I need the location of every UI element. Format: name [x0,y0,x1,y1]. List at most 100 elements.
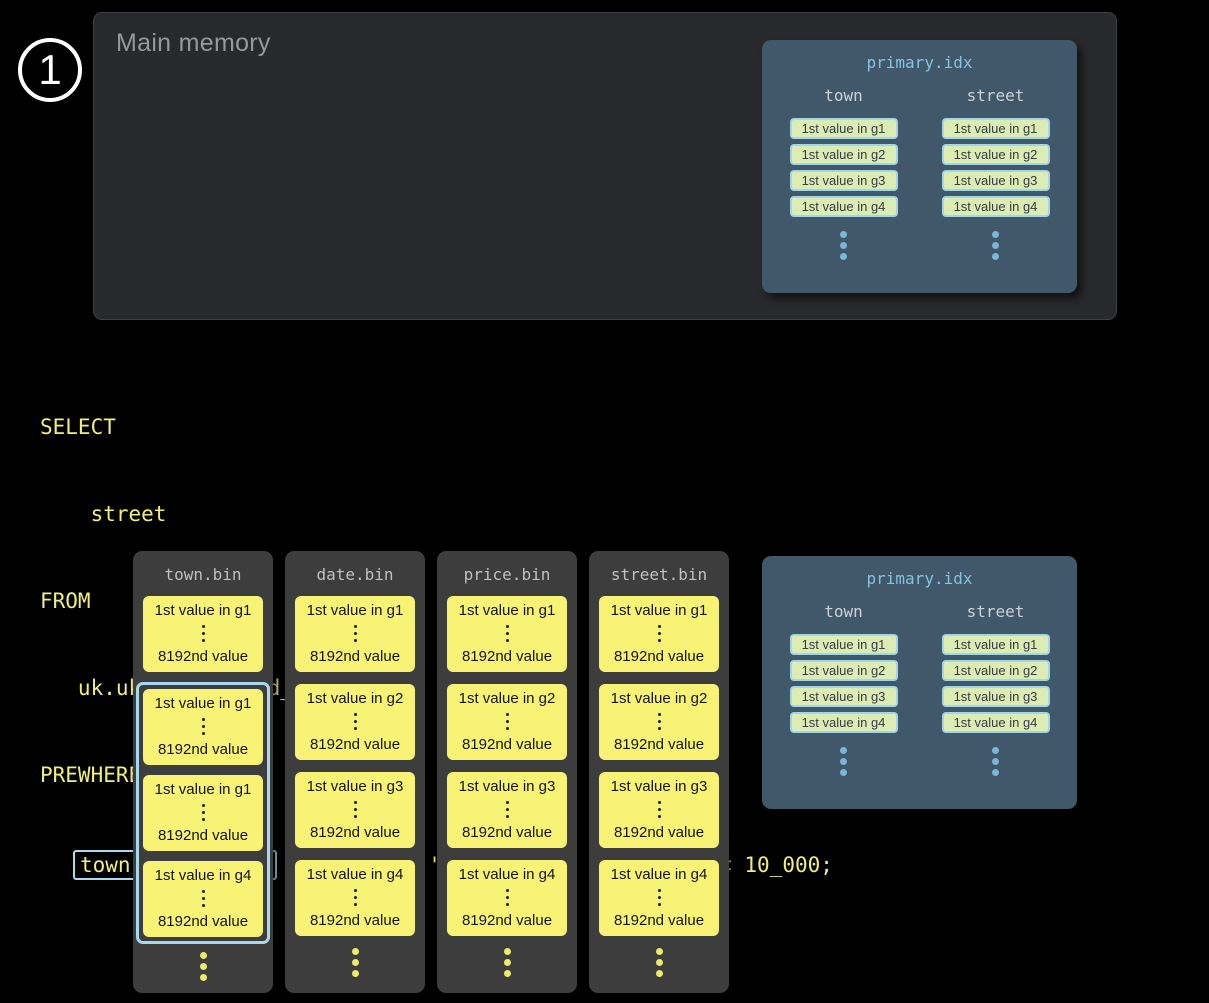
primary-idx-panel-bottom: primary.idx town 1st value in g1 1st val… [762,556,1077,809]
step-1-badge: 1 [18,38,82,102]
vertical-ellipsis-icon [657,889,661,906]
granule-first-value: 1st value in g2 [458,690,556,707]
index-mark-chip: 1st value in g3 [941,686,1050,707]
dot [657,896,661,899]
vertical-ellipsis-icon [840,231,847,260]
sql-line: SELECT [40,415,116,439]
granule-last-value: 8192nd value [157,913,249,930]
granule-first-value: 1st value in g3 [610,778,708,795]
dot [840,242,847,249]
dot [353,903,357,906]
granule-last-value: 8192nd value [157,741,249,758]
dot [992,253,999,260]
dot [201,897,205,900]
index-mark-chip: 1st value in g1 [789,118,898,139]
dot [353,713,357,716]
bin-file-price: price.bin 1st value in g1 8192nd value 1… [437,551,577,993]
dot [657,632,661,635]
granule-block: 1st value in g2 8192nd value [447,684,567,760]
vertical-ellipsis-icon [657,801,661,818]
index-mark-chip: 1st value in g4 [789,196,898,217]
bin-file-street: street.bin 1st value in g1 8192nd value … [589,551,729,993]
vertical-ellipsis-icon [505,625,509,642]
dot [657,801,661,804]
vertical-ellipsis-icon [992,747,999,776]
bin-title: town.bin [164,565,242,584]
primary-idx-title: primary.idx [866,53,973,72]
vertical-ellipsis-icon [505,889,509,906]
vertical-ellipsis-icon [447,948,567,977]
sql-line: street [40,502,167,526]
index-mark-chip: 1st value in g2 [941,660,1050,681]
dot [353,896,357,899]
index-mark-chip: 1st value in g3 [789,686,898,707]
vertical-ellipsis-icon [201,625,205,642]
granule-block: 1st value in g4 8192nd value [447,860,567,936]
granule-first-value: 1st value in g3 [306,778,404,795]
main-memory-label: Main memory [116,29,271,57]
granule-block: 1st value in g1 8192nd value [599,596,719,672]
column-header-street: street [966,86,1025,105]
index-column-town: town 1st value in g1 1st value in g2 1st… [789,602,898,776]
bin-file-town: town.bin 1st value in g1 8192nd value 1s… [133,551,273,993]
granule-block: 1st value in g2 8192nd value [599,684,719,760]
dot [201,811,205,814]
granule-last-value: 8192nd value [613,648,705,665]
index-mark-chip: 1st value in g4 [941,196,1050,217]
granule-block: 1st value in g1 8192nd value [447,596,567,672]
index-mark-chip: 1st value in g2 [941,144,1050,165]
dot [505,903,509,906]
primary-idx-columns: town 1st value in g1 1st value in g2 1st… [762,86,1077,260]
dot [353,720,357,723]
dot [353,801,357,804]
dot [505,801,509,804]
granule-block: 1st value in g1 8192nd value [143,775,263,851]
dot [353,727,357,730]
bin-title: price.bin [463,565,551,584]
dot [840,231,847,238]
granule-last-value: 8192nd value [461,824,553,841]
dot [992,769,999,776]
vertical-ellipsis-icon [657,625,661,642]
granule-first-value: 1st value in g4 [306,866,404,883]
column-header-street: street [966,602,1025,621]
dot [505,896,509,899]
dot [657,639,661,642]
dot [503,970,511,977]
granule-block: 1st value in g2 8192nd value [295,684,415,760]
vertical-ellipsis-icon [353,713,357,730]
dot [201,632,205,635]
index-mark-chip: 1st value in g4 [941,712,1050,733]
index-mark-chip: 1st value in g2 [789,144,898,165]
index-mark-chip: 1st value in g1 [941,634,1050,655]
granule-last-value: 8192nd value [613,824,705,841]
index-mark-chip: 1st value in g1 [941,118,1050,139]
primary-idx-panel-top: primary.idx town 1st value in g1 1st val… [762,40,1077,293]
granule-last-value: 8192nd value [309,648,401,665]
granule-last-value: 8192nd value [309,736,401,753]
dot [657,808,661,811]
dot [655,959,663,966]
dot [505,625,509,628]
dot [351,948,359,955]
dot [655,970,663,977]
vertical-ellipsis-icon [295,948,415,977]
dot [657,727,661,730]
dot [657,713,661,716]
index-column-street: street 1st value in g1 1st value in g2 1… [941,602,1050,776]
dot [657,889,661,892]
vertical-ellipsis-icon [143,952,263,981]
dot [201,804,205,807]
dot [505,713,509,716]
dot [201,818,205,821]
primary-idx-columns: town 1st value in g1 1st value in g2 1st… [762,602,1077,776]
granule-block: 1st value in g3 8192nd value [447,772,567,848]
dot [201,639,205,642]
index-mark-chip: 1st value in g2 [789,660,898,681]
bin-title: date.bin [316,565,394,584]
dot [840,253,847,260]
selected-granules-box: 1st value in g1 8192nd value 1st value i… [136,682,270,944]
granule-block: 1st value in g3 8192nd value [599,772,719,848]
dot [992,747,999,754]
dot [840,758,847,765]
